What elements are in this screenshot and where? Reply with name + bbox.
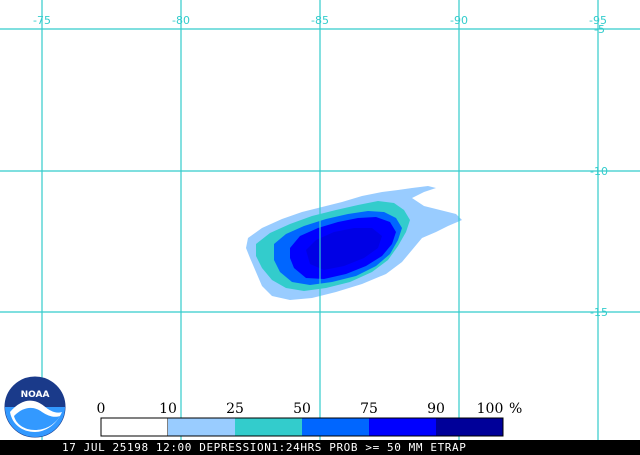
legend-label-50: 50 xyxy=(293,401,311,417)
lon-label-75: -75 xyxy=(33,14,51,27)
legend: 0 10 25 50 75 90 100 % xyxy=(97,401,522,437)
legend-label-100: 100 xyxy=(477,401,504,417)
noaa-logo-icon: NOAA xyxy=(4,376,66,438)
lon-label-95: -95 xyxy=(589,14,607,27)
contour-90-percent xyxy=(306,228,382,270)
legend-frame xyxy=(100,417,504,437)
legend-swatch-75-90 xyxy=(369,418,436,436)
legend-swatch-50-75 xyxy=(302,418,369,436)
legend-swatch-10-25 xyxy=(168,418,235,436)
legend-label-10: 10 xyxy=(159,401,177,417)
lon-label-85: -85 xyxy=(311,14,329,27)
svg-text:NOAA: NOAA xyxy=(21,390,50,400)
lat-label-10: -10 xyxy=(590,165,608,178)
contour-75-percent xyxy=(290,217,396,279)
lon-label-80: -80 xyxy=(172,14,190,27)
legend-label-75: 75 xyxy=(360,401,378,417)
product-caption: 17 JUL 25198 12:00 DEPRESSION1:24HRS PRO… xyxy=(62,441,467,454)
lat-label-15: -15 xyxy=(590,306,608,319)
lat-lon-grid xyxy=(0,0,640,440)
legend-unit: % xyxy=(509,401,522,417)
legend-swatch-90-100 xyxy=(436,418,503,436)
lon-label-90: -90 xyxy=(450,14,468,27)
legend-swatch-25-50 xyxy=(235,418,302,436)
legend-label-25: 25 xyxy=(226,401,244,417)
legend-label-90: 90 xyxy=(427,401,445,417)
legend-swatch-0-10 xyxy=(100,417,169,437)
lat-label-5: -5 xyxy=(594,23,605,36)
longitude-labels: -75 -80 -85 -90 -95 xyxy=(33,14,607,27)
probability-field xyxy=(246,186,462,300)
latitude-labels: -5 -10 -15 xyxy=(590,23,608,319)
legend-label-0: 0 xyxy=(97,401,106,417)
caption-bar: 17 JUL 25198 12:00 DEPRESSION1:24HRS PRO… xyxy=(0,440,640,455)
